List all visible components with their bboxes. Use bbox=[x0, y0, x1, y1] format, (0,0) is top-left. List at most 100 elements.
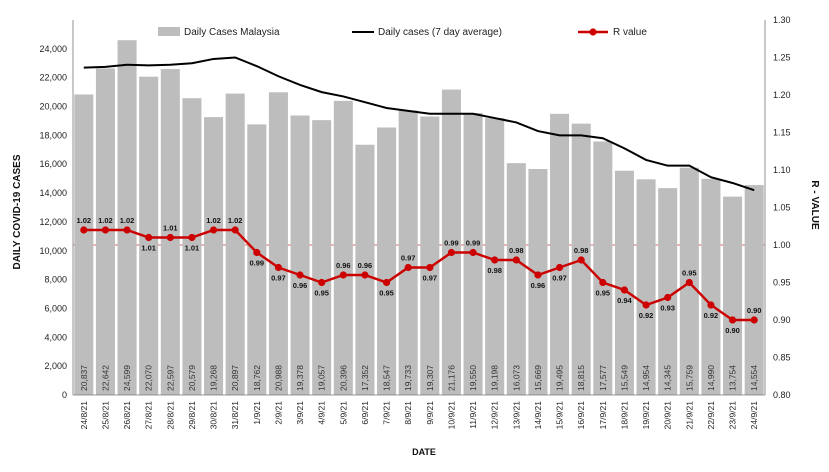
r-value-label: 1.01 bbox=[163, 224, 178, 233]
x-tick-label: 7/9/21 bbox=[382, 401, 392, 425]
r-value-label: 0.97 bbox=[423, 274, 438, 283]
bar-value-label: 20,579 bbox=[187, 365, 197, 391]
axes-layer: 0 2,000 4,000 6,000 8,000 10,000 12,000 14,000 1… bbox=[39, 15, 790, 429]
y2-axis-title: R - VALUE bbox=[809, 180, 820, 230]
bar-value-label: 13,754 bbox=[728, 365, 738, 391]
bar bbox=[550, 113, 570, 395]
bar-value-label: 14,990 bbox=[706, 365, 716, 391]
bar-value-label: 20,837 bbox=[79, 365, 89, 391]
r-value-point bbox=[750, 316, 758, 324]
bar bbox=[614, 170, 634, 395]
r-value-point bbox=[404, 263, 412, 272]
y-tick-label: 4,000 bbox=[44, 332, 67, 342]
r-value-point bbox=[188, 233, 196, 242]
bar-value-label: 20,396 bbox=[338, 365, 348, 391]
x-tick-label: 30/8/21 bbox=[209, 401, 219, 430]
r-value-label: 0.92 bbox=[704, 311, 719, 320]
legend-label-bars: Daily Cases Malaysia bbox=[184, 27, 280, 38]
y2-tick-label: 1.15 bbox=[773, 128, 791, 138]
bar bbox=[74, 94, 94, 396]
bar-value-label: 19,307 bbox=[425, 365, 435, 391]
r-value-point bbox=[209, 226, 218, 234]
bar-value-label: 22,642 bbox=[100, 365, 110, 391]
r-value-point bbox=[707, 301, 715, 309]
bar bbox=[506, 163, 526, 395]
legend-label-r: R value bbox=[613, 27, 647, 38]
x-tick-label: 10/9/21 bbox=[446, 401, 456, 430]
x-tick-label: 23/9/21 bbox=[728, 401, 738, 430]
bar bbox=[441, 89, 461, 396]
y2-tick-label: 1.05 bbox=[773, 203, 791, 213]
bar bbox=[312, 120, 332, 396]
bar bbox=[593, 141, 613, 395]
y-axis-title: DAILY COVID-19 CASES bbox=[12, 154, 23, 269]
x-tick-label: 6/9/21 bbox=[360, 401, 370, 425]
r-value-point bbox=[469, 248, 477, 257]
r-value-label: 0.97 bbox=[401, 254, 416, 263]
bar-value-label: 21,176 bbox=[446, 365, 456, 391]
x-tick-label: 20/9/21 bbox=[663, 401, 673, 430]
r-value-layer: 1.02 1.02 1.02 1.01 1.01 1.01 1.02 1.02 0.99 0.97… bbox=[77, 216, 762, 335]
r-value-point bbox=[382, 278, 391, 287]
bar-value-label: 18,815 bbox=[576, 365, 586, 391]
r-value-point bbox=[491, 256, 499, 264]
y-tick-label: 12,000 bbox=[39, 217, 67, 227]
x-tick-label: 11/9/21 bbox=[468, 401, 478, 429]
bar bbox=[182, 98, 202, 395]
r-value-line bbox=[83, 228, 755, 322]
bar bbox=[225, 93, 245, 396]
r-value-point bbox=[339, 271, 347, 279]
r-value-label: 1.02 bbox=[98, 216, 113, 225]
bar bbox=[636, 179, 656, 395]
r-value-label: 1.02 bbox=[228, 216, 243, 225]
x-tick-label: 12/9/21 bbox=[490, 401, 500, 430]
r-value-point bbox=[555, 263, 564, 272]
y-tick-label: 0 bbox=[62, 390, 67, 400]
x-tick-label: 19/9/21 bbox=[641, 401, 651, 430]
x-tick-label: 21/9/21 bbox=[684, 401, 694, 430]
bar-value-label: 24,599 bbox=[122, 365, 132, 391]
r-value-label: 0.90 bbox=[747, 306, 762, 315]
r-value-label: 0.96 bbox=[358, 261, 373, 270]
x-tick-label: 24/9/21 bbox=[749, 401, 759, 430]
r-value-label: 0.96 bbox=[293, 281, 308, 290]
y-tick-label: 20,000 bbox=[39, 102, 67, 112]
bar-value-label: 22,070 bbox=[144, 365, 154, 391]
bar bbox=[420, 116, 440, 395]
r-value-point bbox=[512, 256, 520, 264]
bar bbox=[701, 178, 721, 395]
y-tick-label: 6,000 bbox=[44, 303, 67, 313]
x-tick-label: 8/9/21 bbox=[403, 401, 413, 425]
r-value-label: 0.93 bbox=[660, 304, 675, 313]
r-value-point bbox=[664, 293, 672, 302]
bar-value-label: 19,733 bbox=[403, 365, 413, 391]
x-tick-label: 26/8/21 bbox=[122, 401, 132, 430]
bar bbox=[398, 110, 418, 396]
y2-tick-label: 0.90 bbox=[773, 315, 791, 325]
y2-tick-label: 1.00 bbox=[773, 240, 791, 250]
r-value-label: 0.99 bbox=[250, 259, 265, 268]
x-tick-label: 14/9/21 bbox=[533, 401, 543, 430]
bar bbox=[355, 144, 375, 395]
r-value-point bbox=[318, 278, 326, 287]
r-value-point bbox=[620, 286, 629, 294]
r-value-label: 0.98 bbox=[487, 266, 502, 275]
bar-value-label: 17,352 bbox=[360, 365, 370, 391]
r-value-point bbox=[642, 301, 650, 309]
r-value-point bbox=[685, 278, 693, 287]
bar-value-label: 19,495 bbox=[555, 365, 565, 391]
y2-tick-label: 1.30 bbox=[773, 15, 791, 25]
bar bbox=[377, 127, 397, 396]
x-tick-label: 1/9/21 bbox=[252, 401, 262, 425]
r-value-label: 0.97 bbox=[552, 274, 567, 283]
y2-tick-label: 0.80 bbox=[773, 390, 791, 400]
bars-layer: 20,837 22,642 24,599 22,070 22,597 20,579 19,2… bbox=[74, 40, 764, 396]
y-tick-label: 16,000 bbox=[39, 159, 67, 169]
r-value-point bbox=[166, 233, 174, 242]
bar bbox=[744, 185, 764, 395]
y2-tick-label: 1.25 bbox=[773, 53, 791, 63]
r-value-label: 1.01 bbox=[141, 244, 156, 253]
x-tick-label: 25/8/21 bbox=[100, 401, 110, 430]
y2-tick-label: 1.10 bbox=[773, 165, 791, 175]
bar-value-label: 20,988 bbox=[273, 365, 283, 391]
